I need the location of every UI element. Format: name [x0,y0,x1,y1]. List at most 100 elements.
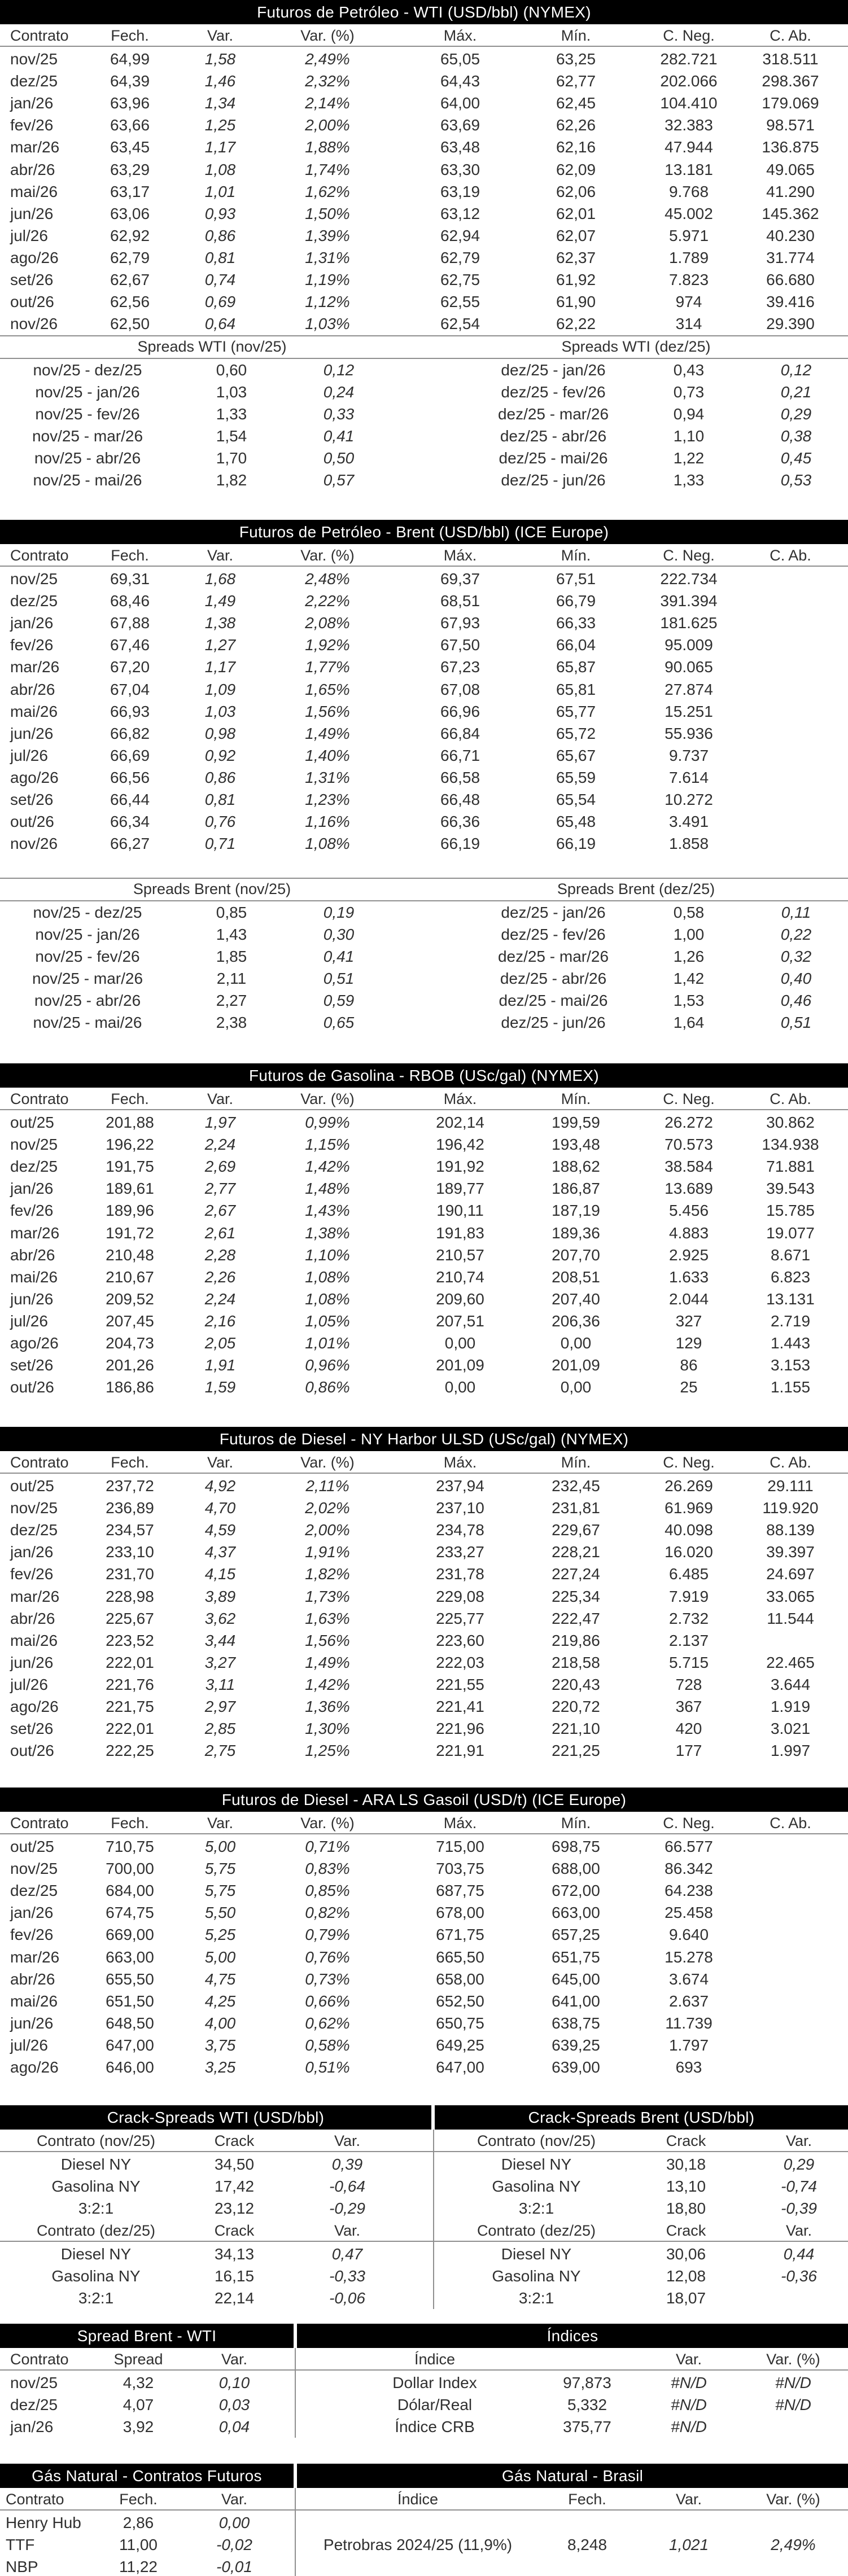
cell: 221,96 [436,1720,484,1738]
cell: 672,00 [552,1882,600,1900]
cell: 23,12 [214,2200,255,2217]
cell: ago/26 [10,1698,59,1715]
cell: jan/26 [10,1543,54,1561]
cell: jan/26 [10,614,54,632]
cell: 1,40% [305,746,350,764]
cell: 1,34 [204,94,236,112]
cell: 1,54 [216,427,247,445]
cell: dez/25 - mai/26 [499,449,608,467]
cell: 4,70 [204,1499,236,1517]
cell: Gasolina NY [492,2178,581,2195]
cell: 7.823 [668,271,709,288]
cell: 0,03 [218,2396,250,2413]
cell: 237,94 [436,1477,484,1495]
cell: 13.131 [766,1290,815,1308]
cell: 638,75 [552,2014,600,2032]
cell: 221,76 [106,1675,154,1693]
cell: NBP [6,2558,38,2575]
divider [295,2348,296,2438]
cell: 189,77 [436,1180,484,1198]
cell: 2,32% [305,72,350,90]
cell: -0,06 [329,2289,365,2307]
cell: 3,62 [204,1609,236,1627]
cell: jul/26 [10,1675,48,1693]
cell: 1.797 [668,2036,709,2054]
cell: Diesel NY [60,2245,132,2263]
cell: 367 [675,1698,702,1715]
cell: jun/26 [10,724,54,742]
cell: 206,36 [552,1312,600,1330]
cell: 25 [680,1378,698,1396]
cell: mai/26 [10,702,58,720]
cell: 27.874 [665,680,713,698]
spread-indices-row: dez/25 4,07 0,03 Dólar/Real 5,332 #N/D #N/D [0,2394,848,2416]
cell: 66,44 [110,791,150,808]
cell: Índice CRB [395,2418,475,2435]
cell: 66.577 [665,1838,713,1855]
cell: 16.020 [665,1543,713,1561]
cell: 2,14% [305,94,350,112]
cell: 0,46 [780,992,812,1009]
brent-row: nov/26 66,27 0,71 1,08% 66,19 66,19 1.858 [0,833,848,855]
column-header: Fech. [111,1815,149,1832]
cell: dez/25 [10,1521,58,1539]
ulsd-row: ago/26 221,75 2,97 1,36% 221,41 220,72 367 1.91… [0,1696,848,1718]
cell: jan/26 [10,2418,54,2435]
cell: 24.697 [766,1565,815,1583]
wti-row: jan/26 63,96 1,34 2,14% 64,00 62,45 104.410 179… [0,92,848,114]
cell: 210,48 [106,1246,154,1264]
cell: nov/25 - mar/26 [32,970,143,987]
wti-row: abr/26 63,29 1,08 1,74% 63,30 62,09 13.181 49.0… [0,159,848,181]
cell: 66,93 [110,702,150,720]
ulsd-row: dez/25 234,57 4,59 2,00% 234,78 229,67 40.098 8… [0,1519,848,1541]
cell: 1,85 [216,948,247,965]
cell: 0,44 [783,2245,815,2263]
cell: #N/D [671,2418,707,2435]
cell: 66,36 [440,813,480,831]
cell: 22,14 [214,2289,255,2307]
cell: 647,00 [436,2058,484,2076]
rbob-row: fev/26 189,96 2,67 1,43% 190,11 187,19 5.456 15… [0,1199,848,1221]
cell: 62,54 [440,315,480,333]
cell: 0,99% [305,1114,350,1131]
column-header: Spread [113,2351,163,2368]
column-header: C. Neg. [663,1090,715,1107]
cell: 234,78 [436,1521,484,1539]
cell: 13,10 [666,2178,706,2195]
gasoil-row: jul/26 647,00 3,75 0,58% 649,25 639,25 1.797 [0,2034,848,2056]
cell: -0,36 [781,2267,817,2285]
cell: 15.278 [665,1948,713,1966]
cell: 0,00 [560,1334,592,1352]
cell: 0,62% [305,2014,350,2032]
cell: 1,03 [216,383,247,401]
spread-indices-row: jan/26 3,92 0,04 Índice CRB 375,77 #N/D [0,2416,848,2438]
cell: 1.633 [668,1268,709,1286]
cell: 39.416 [766,293,815,311]
gas-futures-row: NBP 11,22 -0,01 [0,2556,848,2576]
cell: 67,50 [440,636,480,654]
crack-row: 3:2:1 23,12 -0,29 3:2:1 18,80 -0,39 [0,2197,848,2219]
cell: 177 [675,1742,702,1760]
cell: 119.920 [762,1499,819,1517]
cell: 65,81 [556,680,596,698]
cell: 66,19 [556,835,596,853]
cell: mai/26 [10,1268,58,1286]
cell: 3,89 [204,1587,236,1605]
cell: 134.938 [762,1136,819,1154]
cell: jul/26 [10,1312,48,1330]
cell: 1,26 [673,948,705,965]
wti-spread-row: nov/25 - mar/26 1,54 0,41 dez/25 - abr/26 1,… [0,425,848,447]
column-header: Contrato [10,27,69,44]
rbob-row: mai/26 210,67 2,26 1,08% 210,74 208,51 1.633 6.… [0,1266,848,1288]
cell: 0,39 [331,2156,363,2173]
cell: 210,57 [436,1246,484,1264]
ulsd-header-row: Contrato Fech. Var. Var. (%) Máx. Mín. C. Neg.… [0,1451,848,1474]
cell: 0,51 [780,1014,812,1031]
column-header: C. Ab. [770,1454,811,1471]
column-header: Contrato (dez/25) [477,2222,596,2239]
cell: -0,02 [216,2536,252,2553]
cell: -0,01 [216,2558,252,2575]
cell: 1,73% [305,1587,350,1605]
cell: 66,58 [440,768,480,786]
cell: 1,56% [305,1631,350,1649]
